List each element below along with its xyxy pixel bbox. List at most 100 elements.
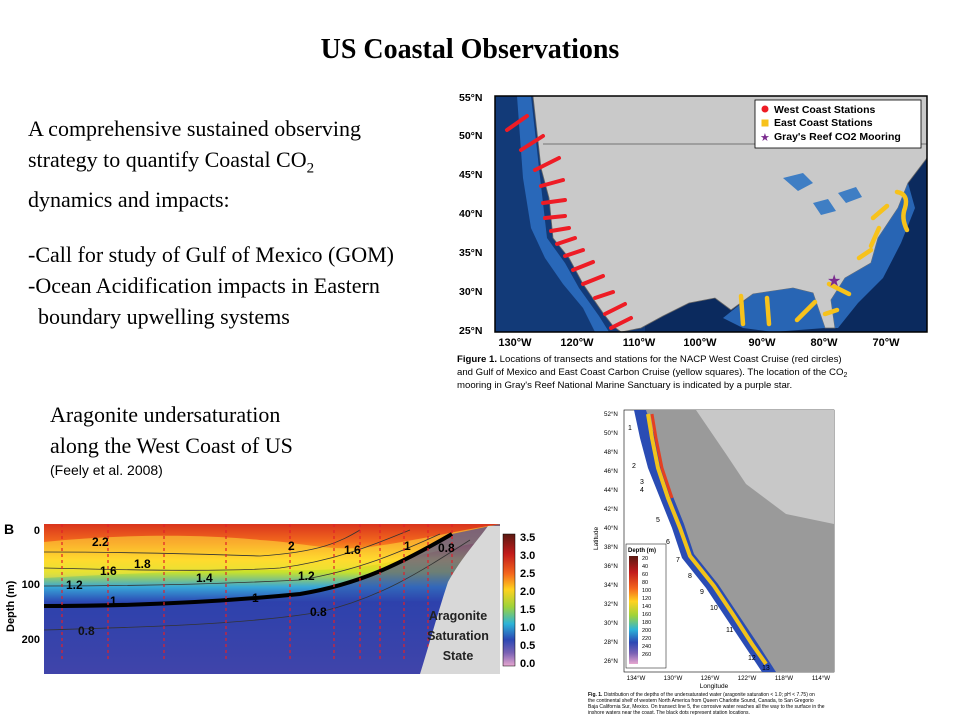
map2-ylabel: Latitude [593,526,600,550]
map2-caption-line1: Distribution of the depths of the unders… [604,692,815,698]
lat-35: 35°N [459,247,482,259]
depth-240: 240 [642,644,651,650]
transect-10: 10 [710,605,718,612]
lat-30: 30°N [459,286,482,298]
cb-2-5: 2.5 [520,568,535,580]
panel-letter: B [4,521,14,537]
m2-lat-36: 36°N [604,563,618,570]
m2-lat-38: 38°N [604,544,618,551]
legend-yellow-square-icon [761,119,769,127]
contour-1-2a: 1.2 [66,578,83,592]
svg-text:and Gulf of Mexico and East Co: and Gulf of Mexico and East Coast Carbon… [457,367,847,379]
lon-130: 130°W [498,337,532,349]
colorbar [502,533,516,667]
depth-160: 160 [642,612,651,618]
contour-0-8a: 0.8 [438,541,455,555]
m2-lat-42: 42°N [604,506,618,513]
svg-text:Fig. 1. Distribution of the de: Fig. 1. Distribution of the depths of th… [588,692,815,698]
m2-lon-118: 118°W [775,675,793,682]
aragonite-line-2: along the West Coast of US [50,433,293,458]
transect-1: 1 [628,425,632,432]
section-y-ticks: 0 100 200 [22,525,40,646]
m2-lat-26: 26°N [604,658,618,665]
contour-1-6a: 1.6 [100,564,117,578]
map1-caption: Figure 1. Locations of transects and sta… [457,354,847,391]
aragonite-line-1: Aragonite undersaturation [50,402,281,427]
contour-0-8c: 0.8 [310,605,327,619]
depth-220: 220 [642,636,651,642]
m2-lat-40: 40°N [604,525,618,532]
us-coastal-stations-map: ★ ★ West Coast Stations East Coast Stati… [453,88,933,393]
map1-caption-line2: and Gulf of Mexico and East Coast Carbon… [457,367,843,378]
overlay-state: State [443,649,474,663]
contour-labels: 2.2 1.8 1.6 1.4 1.2 1 2 1.6 1.2 1 0.8 0.… [66,535,455,638]
map2-caption-lead: Fig. 1. [588,692,603,698]
m2-lat-48: 48°N [604,449,618,456]
transect-2: 2 [632,463,636,470]
map2-undersat-band [634,410,776,672]
contour-1a: 1 [110,594,117,608]
lat-40: 40°N [459,208,482,220]
m2-lon-126: 126°W [701,675,720,682]
co2-subscript: 2 [306,160,315,177]
transect-numbers: 1 2 3 4 5 6 7 8 9 10 11 12 13 [628,425,770,672]
ytick-200: 200 [22,634,40,646]
bullet-list: -Call for study of Gulf of Mexico (GOM) … [28,239,468,332]
map2-caption-line4: inshore waters near the coast. The black… [588,710,750,716]
depth-legend-bar [629,556,638,664]
citation: (Feely et al. 2008) [50,462,163,478]
contour-1-6b: 1.6 [344,543,361,557]
map1-caption-lead: Figure 1. [457,354,497,365]
lat-45: 45°N [459,169,482,181]
m2-lon-122: 122°W [738,675,757,682]
map2-caption-line3: Baja California Sur, Mexico. On transect… [588,704,825,710]
contour-2-2: 2.2 [92,535,109,549]
seafloor-land [420,526,500,674]
depth-20: 20 [642,556,648,562]
legend-grays-reef: Gray's Reef CO2 Mooring [774,131,901,143]
transect-7: 7 [676,557,680,564]
map1-legend: ★ West Coast Stations East Coast Station… [754,99,922,149]
depth-legend-values: 20 40 60 80 100 120 140 160 180 200 220 … [642,556,651,658]
depth-180: 180 [642,620,651,626]
legend-west-coast: West Coast Stations [774,104,875,116]
overlay-saturation: Saturation [427,629,489,643]
intro-line-1: A comprehensive sustained observing [28,116,361,141]
transect-4: 4 [640,487,644,494]
map2-lat-labels: 52°N 50°N 48°N 46°N 44°N 42°N 40°N 38°N … [604,411,618,665]
bullet-gom: -Call for study of Gulf of Mexico (GOM) [28,242,394,267]
lon-80: 80°W [810,337,838,349]
m2-lat-46: 46°N [604,468,618,475]
m2-lon-114: 114°W [812,675,830,682]
lat-50: 50°N [459,130,482,142]
east-coast-stations [738,189,910,327]
transect-13: 13 [762,665,770,672]
contour-1c: 1 [252,591,259,605]
depth-120: 120 [642,596,651,602]
depth-200: 200 [642,628,651,634]
cb-2-0: 2.0 [520,586,535,598]
svg-text:Figure 1. Locations of transec: Figure 1. Locations of transects and sta… [457,354,842,365]
grays-reef-star-icon: ★ [827,273,841,290]
depth-legend-title: Depth (m) [628,548,656,554]
intro-line-2-text: strategy to quantify Coastal CO [28,147,307,172]
map2-caption: Fig. 1. Distribution of the depths of th… [588,692,825,716]
m2-lat-50: 50°N [604,430,618,437]
contour-1b: 1 [404,539,411,553]
depth-80: 80 [642,580,648,586]
lon-110: 110°W [623,337,656,349]
contour-1-4: 1.4 [196,571,213,585]
aragonite-section-plot: B Depth (m) 0 100 200 2.2 1.8 1.6 1.4 1.… [4,521,535,674]
map1-caption-line1: Locations of transects and stations for … [500,354,842,365]
contour-1-8a: 1.8 [134,557,151,571]
bullet-ocean-acidification: -Ocean Acidification impacts in Eastern [28,273,380,298]
m2-lat-44: 44°N [604,487,618,494]
overlay-text: Aragonite Saturation State [427,609,489,663]
m2-lat-52: 52°N [604,411,618,418]
west-coast-stations [505,114,633,330]
bullet-ocean-acidification-cont: boundary upwelling systems [38,304,290,329]
map1-lon-labels: 130°W 120°W 110°W 100°W 90°W 80°W 70°W [498,337,900,349]
map1-caption-line3: mooring in Gray's Reef National Marine S… [457,380,792,391]
transect-11: 11 [726,627,733,634]
intro-paragraph: A comprehensive sustained observing stra… [28,113,468,215]
